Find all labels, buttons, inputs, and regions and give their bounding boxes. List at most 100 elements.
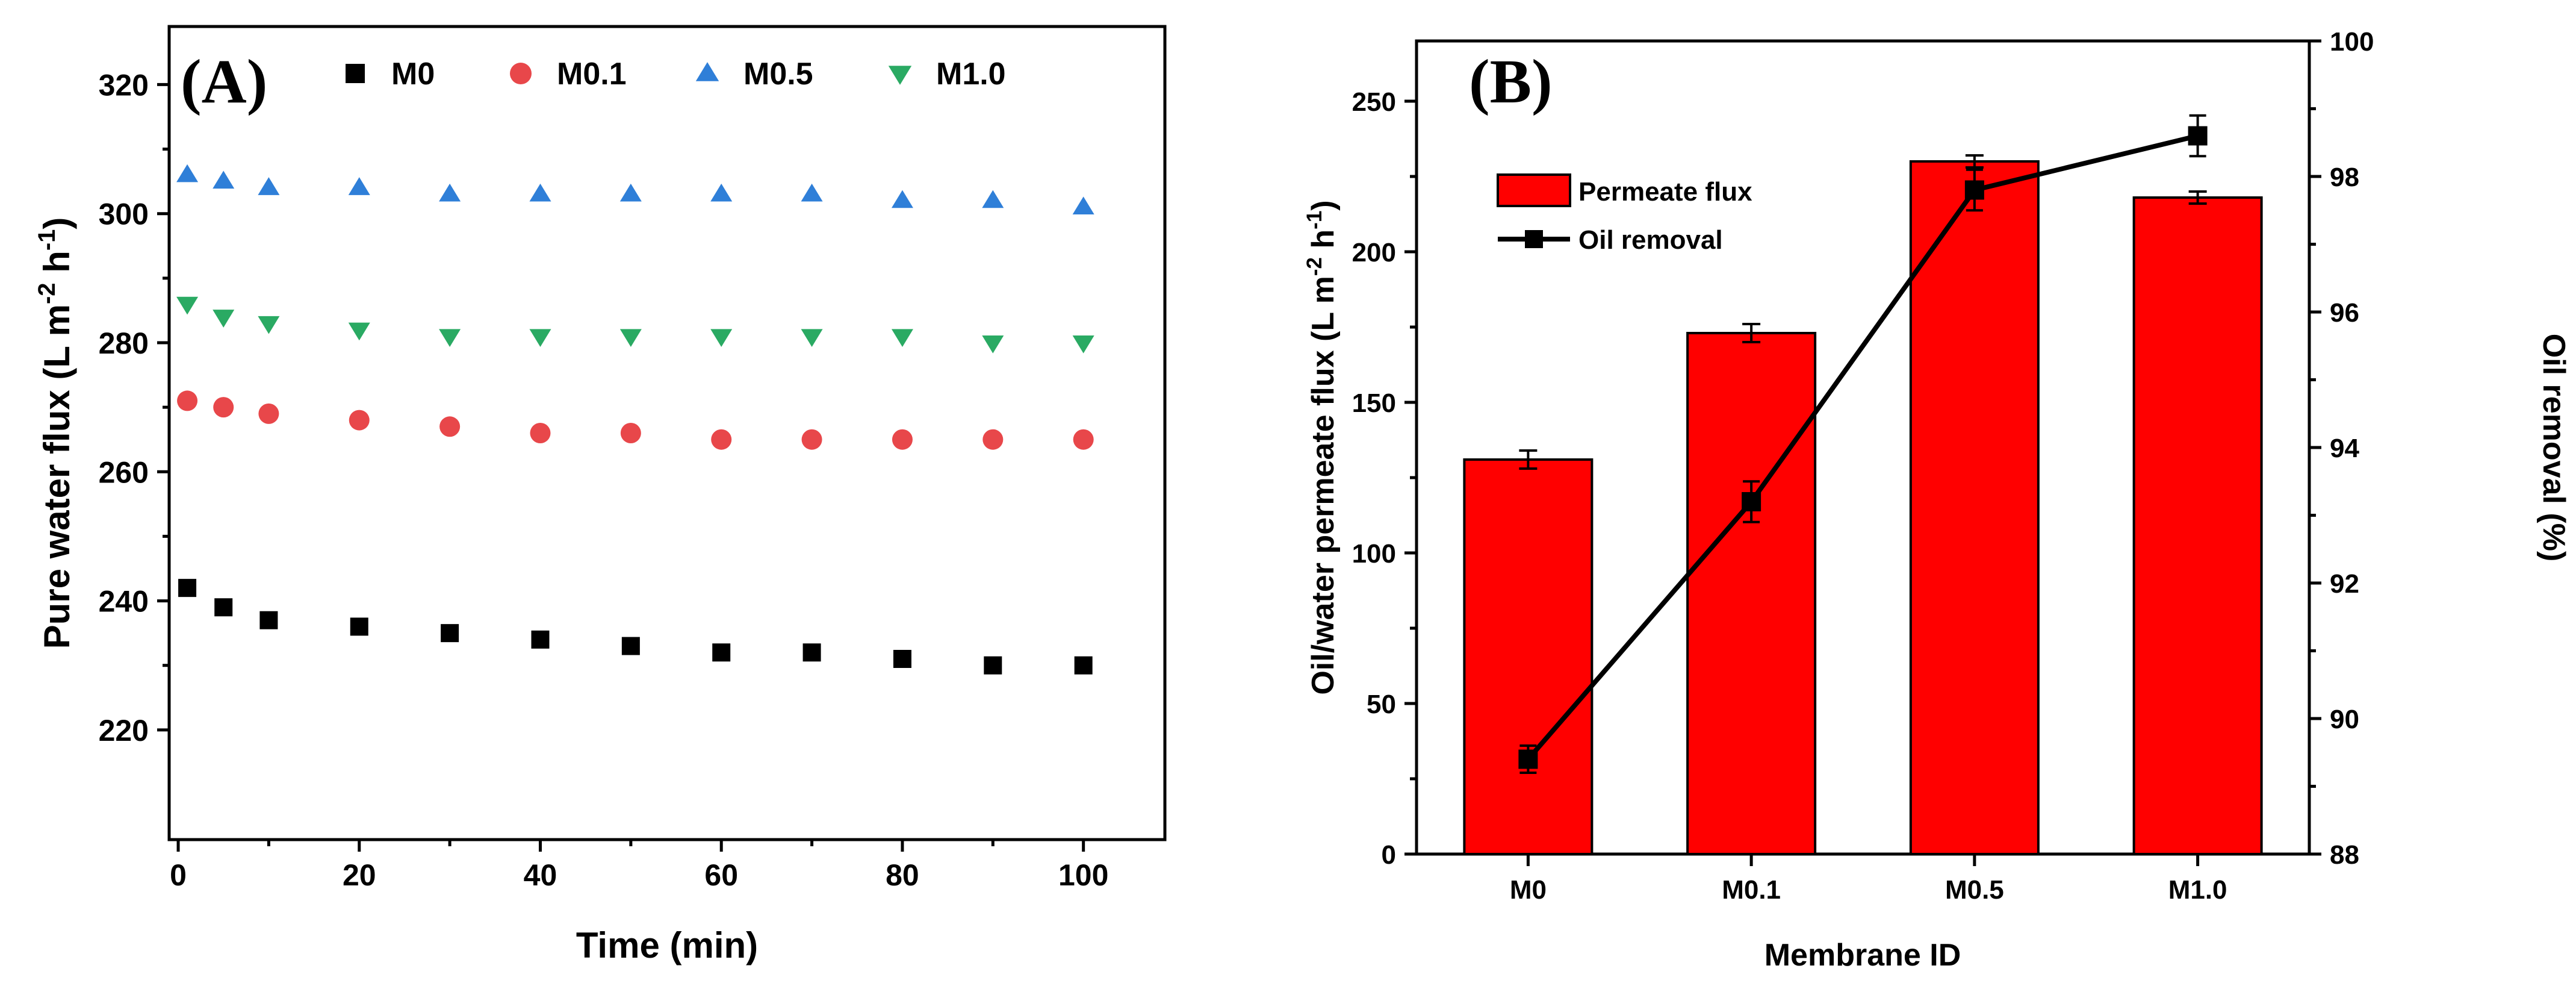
legend-marker-m1-0	[888, 66, 912, 85]
oil-removal-point-m0-1	[1742, 492, 1761, 511]
series-m1-0	[176, 296, 1094, 354]
panel-a-x-axis-title: Time (min)	[576, 925, 758, 965]
data-point-m0-1	[349, 410, 370, 431]
panel-a-legend: M0 M0.1 M0.5 M1.0	[346, 57, 1006, 92]
data-point-m0-1	[620, 423, 641, 443]
right-y-tick-label: 90	[2330, 705, 2359, 734]
panel-b-y-axis-title: Oil/water permeate flux (L m-2 h-1)	[1303, 200, 1341, 694]
data-point-m0-1	[982, 429, 1004, 450]
data-point-m1-0	[258, 316, 280, 334]
oil-removal-point-m0-5	[1964, 180, 1984, 200]
bar-m0-5	[1909, 160, 2040, 855]
data-point-m1-0	[348, 322, 370, 341]
data-point-m0	[441, 624, 459, 643]
data-point-m0-1	[892, 429, 913, 450]
data-point-m0-1	[530, 423, 551, 443]
y-tick-label: 220	[99, 714, 149, 747]
left-y-tick-label: 50	[1367, 690, 1396, 719]
data-point-m0-5	[982, 190, 1004, 208]
data-point-m1-0	[619, 329, 642, 347]
data-point-m0	[531, 630, 550, 649]
legend-label-m0: M0	[391, 57, 435, 92]
data-point-m0	[178, 579, 197, 597]
data-point-m0-1	[801, 429, 822, 450]
x-tick-label-m0-1: M0.1	[1722, 875, 1781, 905]
data-point-m0-5	[710, 183, 733, 202]
right-y-tick-label: 92	[2330, 569, 2359, 599]
x-tick-label: 60	[704, 858, 738, 892]
data-point-m0-1	[177, 390, 198, 411]
panel-b-left-y-axis: 0 50 100 150 200 250	[1352, 87, 1417, 870]
x-tick-label: 80	[886, 858, 919, 892]
panel-a-y-axis: 220 240 260 280 300 320	[99, 68, 169, 747]
data-point-m1-0	[1072, 335, 1094, 354]
left-y-tick-label: 150	[1352, 388, 1396, 418]
panel-a-y-title-part2: h	[37, 251, 77, 282]
data-point-m0	[350, 617, 368, 636]
x-tick-label: 20	[343, 858, 376, 892]
panel-b-x-axis-title: Membrane ID	[1764, 938, 1961, 973]
series-m0-1	[177, 390, 1094, 450]
x-tick-label: 40	[524, 858, 557, 892]
data-point-m0	[1074, 656, 1093, 675]
legend-label-m1-0: M1.0	[936, 57, 1006, 92]
series-m0-5	[176, 164, 1094, 214]
data-point-m0	[802, 643, 821, 662]
legend-label-permeate-flux: Permeate flux	[1578, 177, 1752, 207]
data-point-m0	[621, 637, 640, 655]
data-point-m0-1	[1073, 429, 1094, 450]
data-point-m0	[259, 611, 278, 629]
oil-removal-polyline	[1526, 133, 2199, 761]
data-point-m0-5	[801, 183, 823, 202]
y-tick-label: 240	[99, 585, 149, 619]
panel-b-right-y-axis: 88 90 92 94 96 98 100	[2309, 27, 2374, 870]
data-point-m0-1	[258, 403, 279, 424]
panel-b-oil-removal-line	[1518, 114, 2208, 774]
data-point-m1-0	[891, 329, 913, 347]
y-tick-label: 300	[99, 198, 149, 231]
panel-a-y-title-part1: Pure water flux (L m	[37, 304, 77, 649]
data-point-m0-5	[213, 170, 235, 189]
legend-marker-oil-removal	[1525, 230, 1543, 248]
legend-label-oil-removal: Oil removal	[1578, 225, 1723, 255]
data-point-m0	[893, 650, 911, 668]
data-point-m0-1	[711, 429, 732, 450]
data-point-m0-5	[258, 177, 280, 195]
legend-marker-m0-1	[510, 63, 532, 84]
panel-b-y-title-part2: h	[1306, 229, 1341, 257]
x-tick-label-m0: M0	[1510, 875, 1547, 905]
data-point-m0-5	[439, 183, 461, 202]
x-tick-label: 100	[1058, 858, 1108, 892]
right-y-tick-label: 88	[2330, 840, 2359, 870]
y-tick-label: 280	[99, 326, 149, 360]
panel-a-label: (A)	[181, 47, 267, 116]
left-y-tick-label: 100	[1352, 539, 1396, 569]
left-y-tick-label: 0	[1382, 840, 1396, 870]
data-point-m1-0	[529, 329, 551, 347]
data-point-m0-5	[176, 164, 199, 182]
panel-b-right-y-axis-title: Oil removal (%)	[2536, 334, 2571, 562]
bar-m0-1	[1686, 332, 1817, 855]
oil-removal-point-m1-0	[2188, 126, 2208, 146]
panel-a-y-axis-title: Pure water flux (L m-2 h-1)	[34, 217, 77, 649]
panel-a-y-title-sup2: -1	[34, 229, 60, 251]
right-y-tick-label: 96	[2330, 298, 2359, 328]
data-point-m1-0	[982, 335, 1004, 354]
data-point-m1-0	[176, 296, 199, 315]
legend-marker-m0-5	[695, 62, 719, 81]
data-point-m0-1	[213, 397, 234, 418]
data-point-m1-0	[801, 329, 823, 347]
series-m0	[178, 579, 1093, 675]
panel-a-y-title-sup1: -2	[34, 282, 60, 304]
data-point-m0-5	[348, 177, 370, 195]
legend-marker-permeate-flux	[1497, 173, 1571, 207]
data-point-m0	[712, 643, 731, 662]
panel-a-plot-frame	[167, 25, 1167, 841]
panel-b-bars	[1463, 154, 2263, 855]
data-point-m0-5	[1072, 196, 1094, 214]
x-tick-label: 0	[170, 858, 187, 892]
left-y-tick-label: 200	[1352, 238, 1396, 267]
